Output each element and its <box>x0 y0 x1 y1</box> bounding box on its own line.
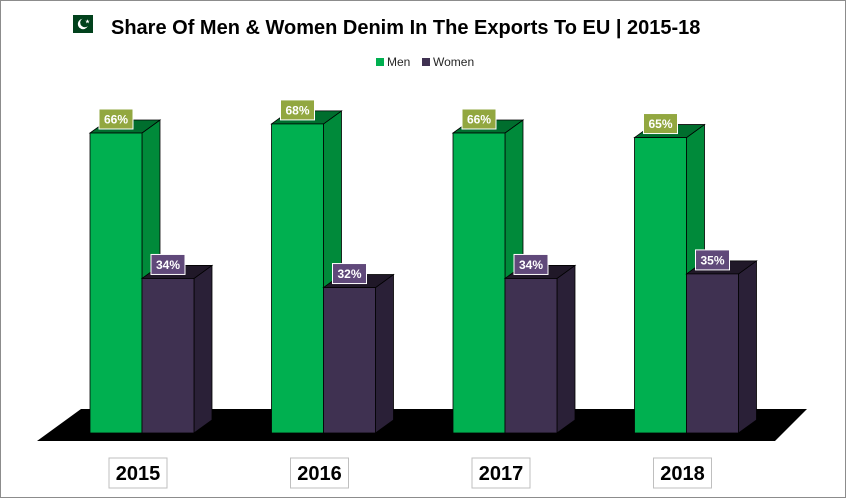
data-label-box <box>461 108 497 130</box>
data-label-text: 34% <box>519 258 543 272</box>
data-label-women-2017: 34% <box>513 253 549 275</box>
bar-front-face <box>504 278 558 434</box>
bar-front-face <box>89 132 143 434</box>
chart-floor <box>37 409 807 441</box>
legend-label-men: Men <box>387 55 410 69</box>
bar-side-face <box>556 264 576 434</box>
bar-women-2018 <box>685 260 758 434</box>
data-label-text: 35% <box>700 253 724 267</box>
bar-women-2015 <box>140 264 214 434</box>
data-label-text: 66% <box>104 113 128 127</box>
x-tick-box <box>653 457 712 489</box>
data-label-text: 68% <box>285 103 309 117</box>
data-label-women-2015: 34% <box>150 253 186 275</box>
x-tick-box <box>290 457 349 489</box>
x-axis-ticks: 2015 2016 2017 2018 <box>108 457 712 489</box>
bar-side-face <box>193 264 213 434</box>
data-label-box <box>280 99 315 121</box>
x-tick-2018: 2018 <box>653 457 712 489</box>
bar-front-face <box>452 132 506 434</box>
legend-swatch-women <box>422 58 430 66</box>
bar-side-face <box>375 273 394 434</box>
x-tick-label: 2017 <box>479 463 524 485</box>
x-tick-2016: 2016 <box>290 457 349 489</box>
x-tick-label: 2015 <box>116 463 161 485</box>
data-label-men-2015: 66% <box>98 108 134 130</box>
bars-layer <box>88 110 758 434</box>
bar-women-2017 <box>503 264 577 434</box>
data-label-box <box>150 253 186 275</box>
data-label-box <box>513 253 549 275</box>
data-label-box <box>98 108 134 130</box>
pakistan-flag-icon <box>67 15 93 33</box>
x-tick-label: 2016 <box>297 463 342 485</box>
data-labels-layer: 66% 34% 68% 32% 66% 34% 65% 35% <box>98 99 730 285</box>
bar-front-face <box>686 273 739 434</box>
data-label-women-2018: 35% <box>695 249 730 271</box>
data-label-box <box>695 249 730 271</box>
x-tick-label: 2018 <box>660 463 705 485</box>
data-label-box <box>643 113 678 135</box>
bar-front-face <box>271 123 324 434</box>
bar-front-face <box>141 278 195 434</box>
bar-front-face <box>634 137 687 434</box>
x-tick-2017: 2017 <box>471 457 531 489</box>
data-label-text: 65% <box>648 117 672 131</box>
data-label-text: 34% <box>156 258 180 272</box>
bar-women-2016 <box>322 273 395 434</box>
data-label-men-2016: 68% <box>280 99 315 121</box>
bar-side-face <box>738 260 757 434</box>
x-tick-box <box>471 457 531 489</box>
bar-men-2016 <box>270 110 343 434</box>
data-label-text: 32% <box>337 267 361 281</box>
legend-swatch-men <box>376 58 384 66</box>
chart-title: Share Of Men & Women Denim In The Export… <box>111 17 700 39</box>
data-label-text: 66% <box>467 113 491 127</box>
bar-men-2017 <box>451 119 525 434</box>
bar-front-face <box>323 287 376 434</box>
legend: Men Women <box>376 55 474 69</box>
data-label-men-2018: 65% <box>643 113 678 135</box>
data-label-box <box>332 263 367 285</box>
data-label-women-2016: 32% <box>332 263 367 285</box>
legend-label-women: Women <box>433 55 474 69</box>
data-label-men-2017: 66% <box>461 108 497 130</box>
x-tick-box <box>108 457 168 489</box>
x-tick-2015: 2015 <box>108 457 168 489</box>
